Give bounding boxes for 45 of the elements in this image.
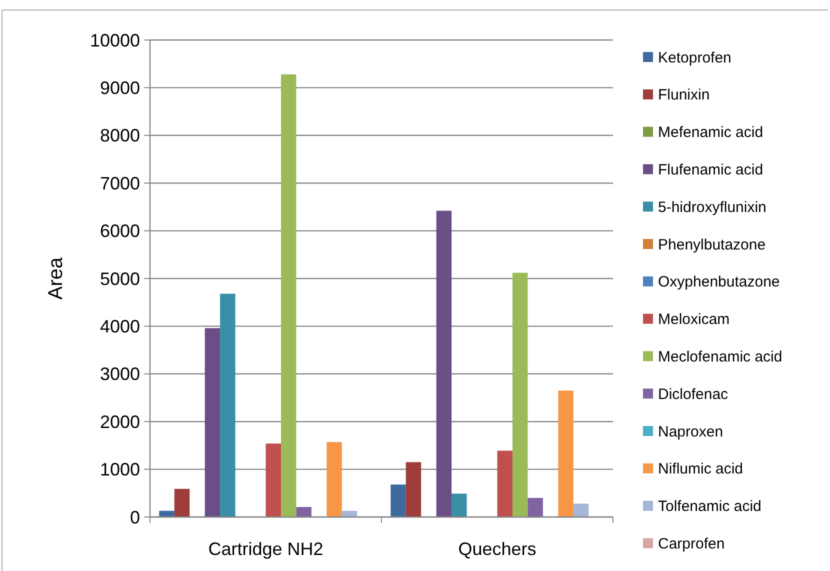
y-tick-label: 8000: [100, 126, 140, 146]
y-tick-label: 3000: [100, 364, 140, 384]
legend-label: Diclofenac: [658, 386, 729, 403]
legend-label: Ketoprofen: [658, 49, 732, 66]
y-tick-label: 0: [130, 507, 140, 528]
legend-label: Carprofen: [658, 535, 725, 552]
bar: [390, 484, 406, 517]
legend-label: Mefenamic acid: [658, 124, 764, 142]
bar: [436, 210, 452, 517]
y-tick-label: 9000: [100, 78, 140, 98]
y-tick-label: 2000: [100, 412, 140, 432]
bar: [296, 506, 312, 517]
legend-label: Oxyphenbutazone: [658, 274, 780, 291]
bar: [497, 450, 512, 517]
legend-label: Niflumic acid: [658, 460, 744, 478]
bar: [573, 504, 589, 517]
bar: [326, 442, 342, 517]
bar: [280, 74, 296, 517]
bar: [528, 498, 543, 517]
y-tick-label: 7000: [100, 173, 140, 194]
legend-label: Meloxicam: [658, 311, 730, 328]
bar: [220, 294, 236, 517]
bar: [406, 462, 422, 517]
legend-label: 5-hidroxyflunixin: [658, 198, 766, 216]
y-axis-title: Area: [45, 256, 67, 300]
bar: [266, 444, 281, 517]
legend-label: Phenylbutazone: [658, 236, 766, 254]
y-tick-label: 6000: [100, 221, 140, 242]
y-tick-label: 1000: [100, 460, 140, 480]
legend-label: Meclofenamic acid: [658, 348, 782, 366]
legend-label: Flunixin: [658, 86, 710, 104]
bar: [558, 390, 574, 517]
x-tick-label: Cartridge NH2: [208, 539, 324, 559]
legend-label: Tolfenamic acid: [658, 498, 762, 516]
bar: [204, 328, 220, 517]
bar: [512, 272, 528, 517]
y-tick-label: 5000: [100, 268, 140, 289]
bar: [174, 488, 190, 517]
x-tick-label: Quechers: [458, 539, 536, 559]
bar: [452, 494, 467, 517]
legend-label: Naproxen: [658, 423, 724, 440]
bar: [159, 510, 174, 517]
legend-label: Flufenamic acid: [658, 161, 764, 178]
y-tick-label: 4000: [100, 316, 140, 336]
y-tick-label: 10000: [90, 30, 140, 50]
